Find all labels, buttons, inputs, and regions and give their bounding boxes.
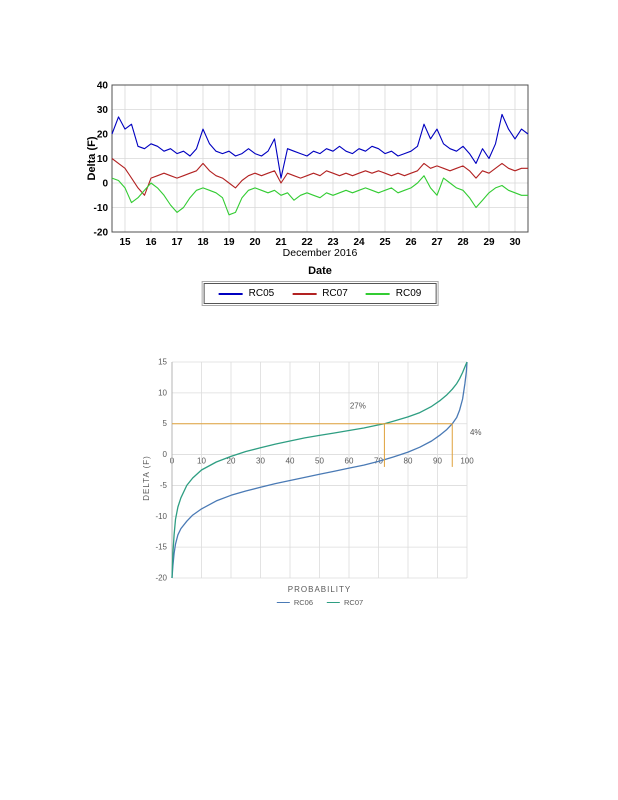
svg-text:Delta (F): Delta (F): [86, 136, 98, 180]
svg-text:23: 23: [327, 237, 339, 248]
svg-text:-10: -10: [155, 512, 167, 521]
daily-delta-line-chart: -20 -10 0 10 20 30 40 15 16 17 18 19 20 21 22 23 24 25 26 2…: [86, 81, 529, 277]
svg-text:December 2016: December 2016: [283, 247, 358, 259]
svg-text:4%: 4%: [470, 428, 482, 437]
svg-text:17: 17: [171, 237, 183, 248]
svg-text:30: 30: [97, 105, 109, 116]
svg-text:-5: -5: [160, 481, 168, 490]
svg-text:28: 28: [457, 237, 469, 248]
svg-text:100: 100: [460, 457, 474, 466]
svg-text:40: 40: [97, 81, 109, 92]
svg-text:-10: -10: [94, 203, 109, 214]
rc07-cdf-line-swatch: [327, 602, 340, 603]
svg-text:29: 29: [483, 237, 495, 248]
svg-text:15: 15: [119, 237, 131, 248]
svg-text:80: 80: [404, 457, 413, 466]
svg-text:18: 18: [197, 237, 209, 248]
svg-text:16: 16: [145, 237, 157, 248]
svg-text:-15: -15: [155, 543, 167, 552]
svg-text:Date: Date: [308, 265, 332, 277]
rc05-line-swatch: [218, 292, 243, 295]
svg-text:DELTA (F): DELTA (F): [142, 455, 151, 501]
svg-text:5: 5: [163, 419, 168, 428]
svg-text:-20: -20: [94, 228, 109, 239]
legend-label-rc09: RC09: [395, 288, 422, 299]
legend-label-rc07: RC07: [322, 288, 348, 299]
svg-text:50: 50: [315, 457, 324, 466]
svg-text:25: 25: [379, 237, 391, 248]
svg-text:27%: 27%: [350, 401, 366, 410]
rc06-line-swatch: [276, 602, 290, 603]
svg-text:26: 26: [405, 237, 417, 248]
legend-item-rc06: RC06: [276, 598, 313, 607]
svg-text:60: 60: [345, 457, 354, 466]
svg-text:10: 10: [97, 154, 109, 165]
svg-text:10: 10: [197, 457, 206, 466]
svg-text:-20: -20: [155, 574, 167, 583]
svg-text:20: 20: [97, 130, 109, 141]
legend-label-rc06: RC06: [293, 598, 313, 607]
svg-text:20: 20: [249, 237, 261, 248]
svg-text:24: 24: [353, 237, 365, 248]
legend-label-rc07-cdf: RC07: [344, 598, 364, 607]
svg-text:30: 30: [509, 237, 521, 248]
svg-text:90: 90: [433, 457, 442, 466]
daily-chart-legend: RC05 RC07 RC09: [201, 281, 439, 306]
svg-text:40: 40: [286, 457, 295, 466]
legend-item-rc07: RC07: [292, 288, 348, 299]
svg-text:0: 0: [163, 450, 168, 459]
svg-text:10: 10: [158, 388, 167, 397]
legend-item-rc07-cdf: RC07: [327, 598, 363, 607]
svg-text:21: 21: [275, 237, 287, 248]
legend-item-rc09: RC09: [365, 288, 422, 299]
svg-text:22: 22: [301, 237, 313, 248]
legend-item-rc05: RC05: [218, 288, 275, 299]
legend-label-rc05: RC05: [248, 288, 275, 299]
cdf-chart-legend: RC06 RC07: [276, 598, 363, 607]
svg-text:20: 20: [227, 457, 236, 466]
svg-text:27: 27: [431, 237, 443, 248]
rc09-line-swatch: [365, 292, 390, 295]
svg-text:0: 0: [102, 179, 108, 190]
svg-text:PROBABILITY: PROBABILITY: [288, 585, 351, 594]
svg-text:19: 19: [223, 237, 235, 248]
rc07-line-swatch: [292, 292, 317, 295]
probability-cdf-chart: -20-15-10-505101501020304050607080901002…: [142, 358, 482, 595]
svg-text:15: 15: [158, 358, 167, 367]
svg-text:30: 30: [256, 457, 265, 466]
